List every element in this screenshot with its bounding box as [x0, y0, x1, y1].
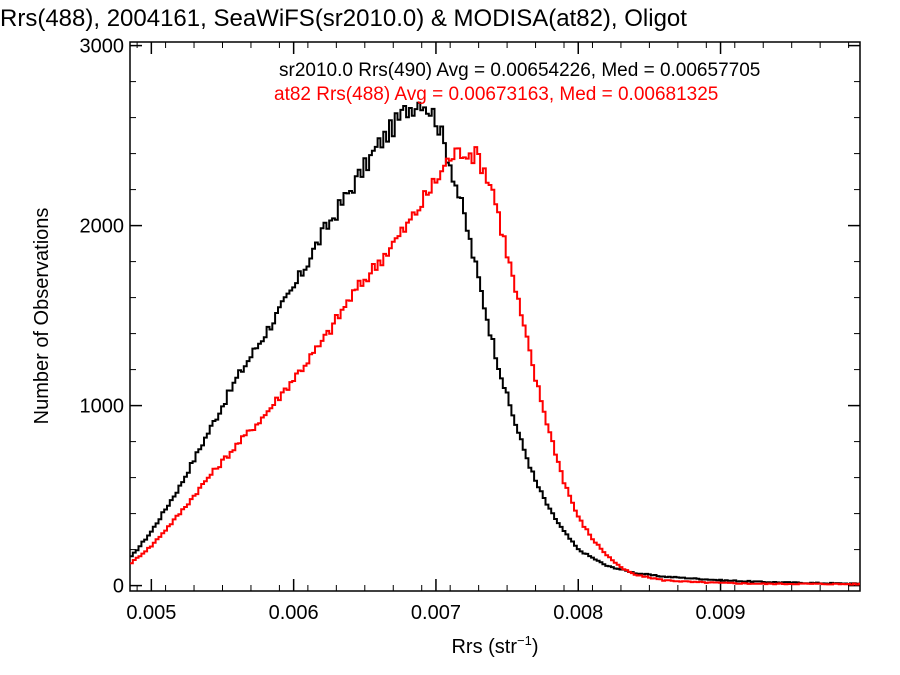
y-axis-label: Number of Observations — [31, 208, 53, 425]
x-axis-label-superscript: −1 — [517, 633, 532, 648]
legend-entry-black: sr2010.0 Rrs(490) Avg = 0.00654226, Med … — [279, 60, 760, 81]
legend: sr2010.0 Rrs(490) Avg = 0.00654226, Med … — [274, 60, 760, 105]
histogram-series-1 — [130, 146, 860, 586]
y-tick-label: 0 — [113, 576, 124, 598]
histogram-series-0 — [130, 101, 860, 585]
x-tick-label: 0.009 — [696, 602, 746, 624]
y-tick-label: 2000 — [80, 216, 125, 238]
x-axis-label: Rrs (str−1) — [451, 633, 538, 658]
chart-title: Rrs(488), 2004161, SeaWiFS(sr2010.0) & M… — [0, 5, 687, 32]
y-tick-label: 1000 — [80, 396, 125, 418]
legend-entry-red: at82 Rrs(488) Avg = 0.00673163, Med = 0.… — [274, 84, 718, 105]
series-layer — [130, 101, 860, 586]
plot-border — [129, 41, 861, 592]
axis-tick-labels: 0.005 0.006 0.007 0.008 0.009 0 1000 2000 3000 — [80, 36, 746, 624]
x-tick-label: 0.008 — [553, 602, 603, 624]
x-axis-label-close: ) — [532, 636, 539, 658]
x-tick-label: 0.006 — [269, 602, 319, 624]
x-tick-label: 0.005 — [126, 602, 176, 624]
plot-frame — [129, 41, 861, 592]
x-tick-label: 0.007 — [411, 602, 461, 624]
x-axis-label-text: Rrs (str — [451, 636, 517, 658]
axis-ticks — [130, 42, 860, 591]
y-tick-label: 3000 — [80, 36, 125, 58]
